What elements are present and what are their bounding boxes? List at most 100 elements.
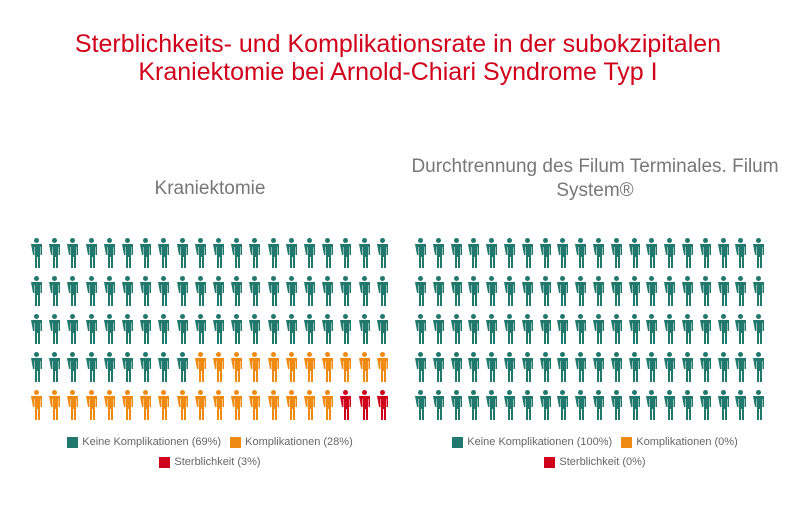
person-icon-keine-komplikationen xyxy=(752,314,765,350)
person-icon-keine-komplikationen xyxy=(358,238,371,274)
person-icon-komplikationen xyxy=(285,352,298,388)
person-icon-keine-komplikationen xyxy=(414,390,427,426)
person-icon-keine-komplikationen xyxy=(414,352,427,388)
person-icon-keine-komplikationen xyxy=(467,390,480,426)
legend-label: Sterblichkeit (0%) xyxy=(559,456,646,468)
person-icon-keine-komplikationen xyxy=(157,276,170,312)
person-icon-keine-komplikationen xyxy=(103,238,116,274)
person-icon-keine-komplikationen xyxy=(663,276,676,312)
person-icon-keine-komplikationen xyxy=(539,314,552,350)
person-icon-keine-komplikationen xyxy=(248,314,261,350)
person-icon-keine-komplikationen xyxy=(663,314,676,350)
person-icon-keine-komplikationen xyxy=(414,314,427,350)
person-icon-sterblichkeit xyxy=(358,390,371,426)
person-icon-keine-komplikationen xyxy=(645,276,658,312)
legend-label: Keine Komplikationen (69%) xyxy=(82,436,222,448)
person-icon-keine-komplikationen xyxy=(467,314,480,350)
person-icon-komplikationen xyxy=(157,390,170,426)
person-icon-keine-komplikationen xyxy=(503,276,516,312)
legend-swatch xyxy=(544,456,556,468)
right-legend: Keine Komplikationen (100%) Komplikation… xyxy=(410,432,780,472)
person-icon-keine-komplikationen xyxy=(574,314,587,350)
person-icon-keine-komplikationen xyxy=(467,352,480,388)
person-icon-keine-komplikationen xyxy=(681,390,694,426)
person-icon-komplikationen xyxy=(303,390,316,426)
person-icon-komplikationen xyxy=(194,390,207,426)
person-icon-keine-komplikationen xyxy=(139,238,152,274)
person-icon-keine-komplikationen xyxy=(734,238,747,274)
person-icon-keine-komplikationen xyxy=(30,276,43,312)
person-icon-keine-komplikationen xyxy=(734,390,747,426)
person-icon-keine-komplikationen xyxy=(176,314,189,350)
person-icon-keine-komplikationen xyxy=(752,276,765,312)
person-icon-keine-komplikationen xyxy=(521,314,534,350)
person-icon-komplikationen xyxy=(339,352,352,388)
person-icon-keine-komplikationen xyxy=(66,314,79,350)
chart-title: Sterblichkeits- und Komplikationsrate in… xyxy=(74,30,722,86)
person-icon-keine-komplikationen xyxy=(556,314,569,350)
person-icon-keine-komplikationen xyxy=(734,352,747,388)
person-icon-keine-komplikationen xyxy=(267,276,280,312)
legend-label: Komplikationen (0%) xyxy=(636,436,738,448)
legend-item-sterblichkeit: Sterblichkeit (0%) xyxy=(544,452,646,472)
person-icon-keine-komplikationen xyxy=(610,276,623,312)
person-icon-keine-komplikationen xyxy=(303,276,316,312)
person-icon-keine-komplikationen xyxy=(139,314,152,350)
person-icon-keine-komplikationen xyxy=(663,390,676,426)
person-icon-keine-komplikationen xyxy=(592,352,605,388)
person-icon-keine-komplikationen xyxy=(376,238,389,274)
person-icon-keine-komplikationen xyxy=(358,314,371,350)
person-icon-keine-komplikationen xyxy=(592,314,605,350)
person-icon-keine-komplikationen xyxy=(610,390,623,426)
person-icon-keine-komplikationen xyxy=(467,238,480,274)
person-icon-keine-komplikationen xyxy=(592,390,605,426)
person-icon-keine-komplikationen xyxy=(450,352,463,388)
person-icon-komplikationen xyxy=(30,390,43,426)
person-icon-keine-komplikationen xyxy=(30,314,43,350)
person-icon-keine-komplikationen xyxy=(556,238,569,274)
legend-label: Sterblichkeit (3%) xyxy=(174,456,261,468)
person-icon-keine-komplikationen xyxy=(681,352,694,388)
person-icon-keine-komplikationen xyxy=(539,276,552,312)
person-icon-komplikationen xyxy=(48,390,61,426)
person-icon-keine-komplikationen xyxy=(212,276,225,312)
person-icon-keine-komplikationen xyxy=(230,276,243,312)
person-icon-keine-komplikationen xyxy=(628,390,641,426)
person-icon-keine-komplikationen xyxy=(303,314,316,350)
person-icon-keine-komplikationen xyxy=(176,352,189,388)
person-icon-komplikationen xyxy=(321,390,334,426)
legend-swatch xyxy=(67,436,79,448)
person-icon-keine-komplikationen xyxy=(556,276,569,312)
left-chart-title: Kraniektomie xyxy=(154,178,266,199)
person-icon-komplikationen xyxy=(303,352,316,388)
person-icon-keine-komplikationen xyxy=(85,352,98,388)
person-icon-keine-komplikationen xyxy=(139,352,152,388)
legend-swatch xyxy=(452,436,464,448)
legend-item-komplikationen: Komplikationen (28%) xyxy=(230,432,353,452)
person-icon-keine-komplikationen xyxy=(414,276,427,312)
person-icon-keine-komplikationen xyxy=(66,276,79,312)
person-icon-keine-komplikationen xyxy=(663,238,676,274)
person-icon-keine-komplikationen xyxy=(432,276,445,312)
person-icon-keine-komplikationen xyxy=(574,352,587,388)
person-icon-komplikationen xyxy=(248,352,261,388)
person-icon-keine-komplikationen xyxy=(321,276,334,312)
person-icon-keine-komplikationen xyxy=(432,314,445,350)
person-icon-keine-komplikationen xyxy=(574,390,587,426)
person-icon-keine-komplikationen xyxy=(752,238,765,274)
person-icon-keine-komplikationen xyxy=(450,276,463,312)
person-icon-keine-komplikationen xyxy=(194,276,207,312)
person-icon-komplikationen xyxy=(267,390,280,426)
person-icon-komplikationen xyxy=(321,352,334,388)
person-icon-keine-komplikationen xyxy=(176,238,189,274)
person-icon-keine-komplikationen xyxy=(485,276,498,312)
person-icon-keine-komplikationen xyxy=(85,276,98,312)
person-icon-keine-komplikationen xyxy=(321,314,334,350)
person-icon-keine-komplikationen xyxy=(121,276,134,312)
person-icon-keine-komplikationen xyxy=(485,314,498,350)
person-icon-komplikationen xyxy=(230,352,243,388)
person-icon-keine-komplikationen xyxy=(717,390,730,426)
person-icon-keine-komplikationen xyxy=(539,390,552,426)
person-icon-keine-komplikationen xyxy=(103,276,116,312)
person-icon-sterblichkeit xyxy=(339,390,352,426)
